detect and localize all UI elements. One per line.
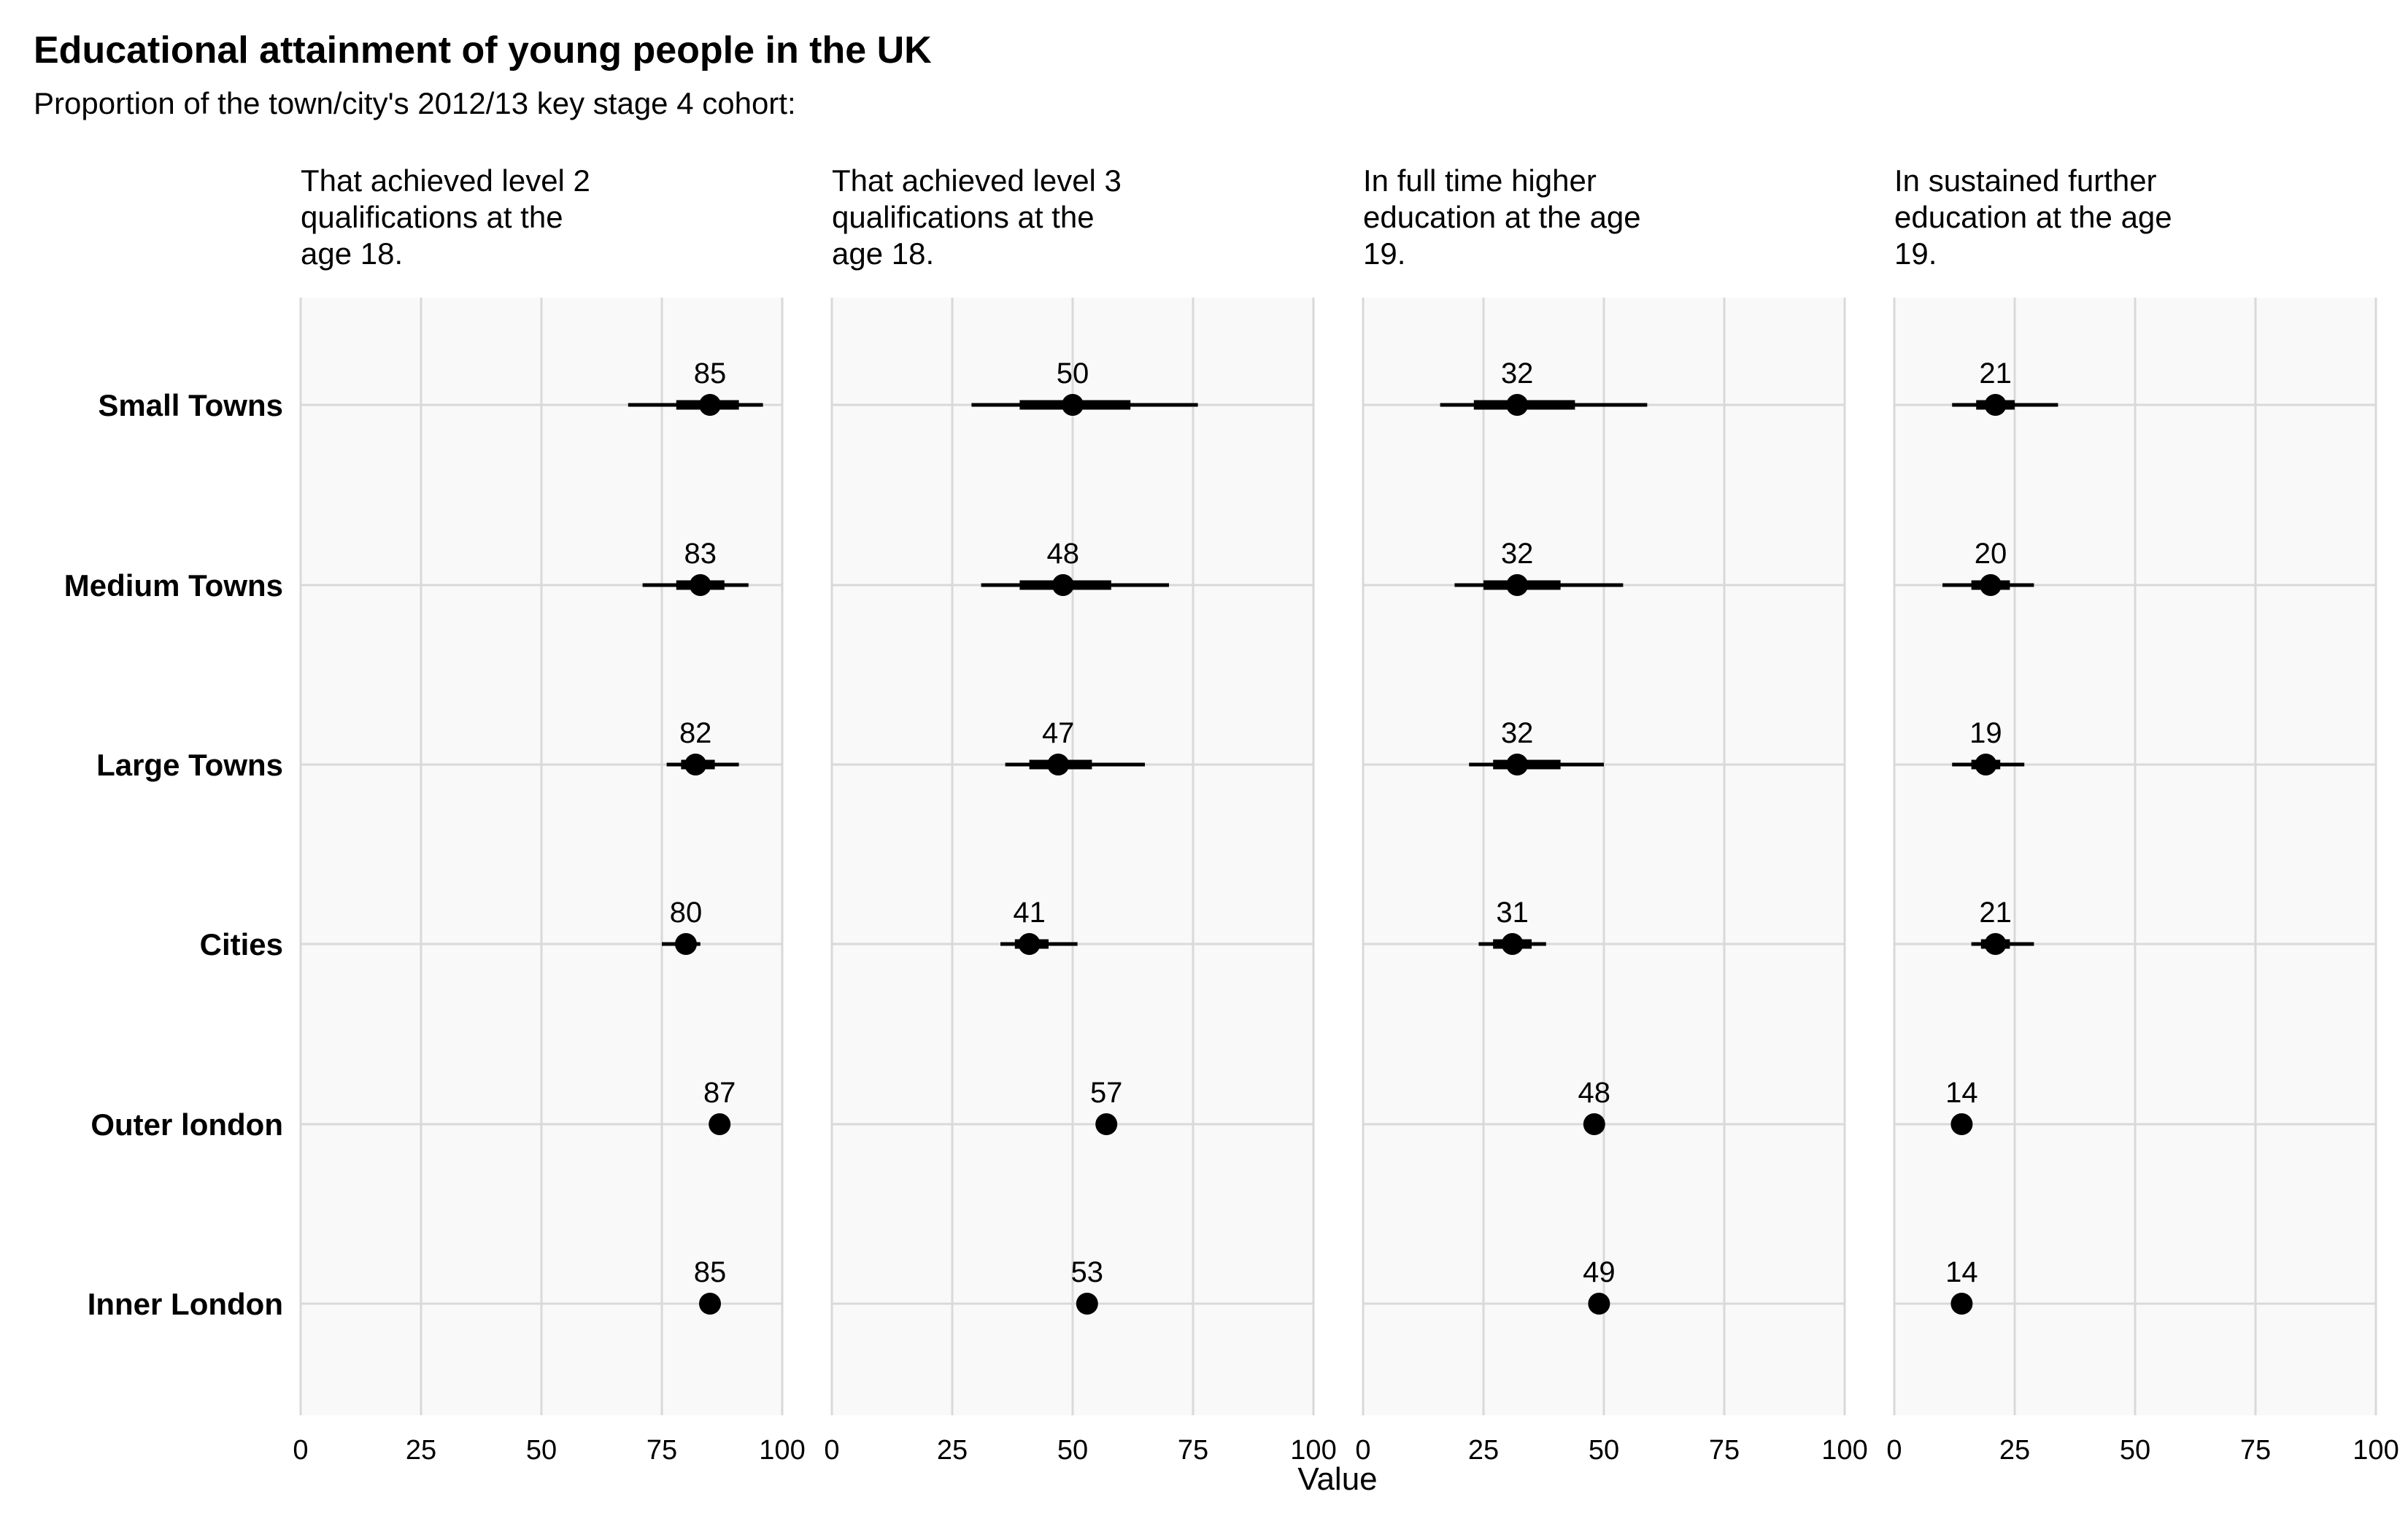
x-tick-label: 25	[1999, 1435, 2030, 1466]
data-label: 41	[1013, 897, 1046, 929]
data-point	[1980, 574, 2002, 596]
data-point	[1950, 1113, 1973, 1135]
data-point	[699, 394, 721, 416]
data-point	[689, 574, 711, 596]
x-tick-label: 50	[1057, 1435, 1088, 1466]
data-label: 20	[1975, 538, 2007, 570]
data-label: 83	[684, 538, 717, 570]
row-label: Large Towns	[96, 748, 283, 782]
facet-title-line: age 18.	[301, 236, 403, 271]
x-tick-label: 0	[824, 1435, 839, 1466]
data-label: 49	[1583, 1256, 1616, 1288]
x-tick-label: 25	[937, 1435, 968, 1466]
x-tick-label: 0	[1355, 1435, 1370, 1466]
data-point	[1975, 754, 1997, 775]
data-point	[1051, 574, 1074, 596]
data-label: 14	[1945, 1077, 1978, 1109]
data-point	[1506, 754, 1529, 775]
facet-panel: 0 25 50 75 100 That achieved level 3qualifica…	[824, 163, 1336, 1466]
data-label: 53	[1071, 1256, 1104, 1288]
data-point	[699, 1293, 721, 1315]
x-tick-label: 75	[647, 1435, 677, 1466]
row-label: Small Towns	[98, 388, 283, 422]
x-tick-label: 25	[1468, 1435, 1499, 1466]
data-label: 21	[1979, 357, 2012, 390]
data-label: 48	[1578, 1077, 1611, 1109]
chart-subtitle: Proportion of the town/city's 2012/13 ke…	[34, 86, 796, 120]
row-label: Outer london	[90, 1107, 283, 1142]
row-labels: Small Towns Medium Towns Large Towns Cities…	[64, 388, 283, 1321]
x-tick-label: 75	[2240, 1435, 2271, 1466]
x-tick-label: 50	[1589, 1435, 1619, 1466]
x-tick-label: 100	[2353, 1435, 2399, 1466]
data-label: 32	[1501, 538, 1534, 570]
facet-panel: 0 25 50 75 100 In sustained furthereducation …	[1886, 163, 2399, 1466]
x-tick-label: 50	[2120, 1435, 2150, 1466]
data-point	[1984, 933, 2007, 955]
x-tick-label: 25	[406, 1435, 436, 1466]
data-point	[1950, 1293, 1973, 1315]
data-point	[1095, 1113, 1118, 1135]
facet-panel: 0 25 50 75 100 That achieved level 2qualifica…	[293, 163, 805, 1466]
data-point	[1583, 1113, 1605, 1135]
data-point	[1018, 933, 1041, 955]
x-tick-label: 75	[1709, 1435, 1740, 1466]
facet-title-line: 19.	[1894, 236, 1937, 271]
data-label: 87	[703, 1077, 736, 1109]
row-label: Medium Towns	[64, 568, 283, 603]
facet-title-line: That achieved level 3	[832, 163, 1122, 198]
data-label: 80	[670, 897, 703, 929]
facet-title-line: education at the age	[1363, 200, 1641, 234]
data-point	[1076, 1293, 1098, 1315]
data-label: 82	[679, 717, 712, 749]
facet-title-line: qualifications at the	[301, 200, 563, 234]
row-label: Cities	[200, 927, 283, 962]
facet-title-line: 19.	[1363, 236, 1405, 271]
facet-title-line: In sustained further	[1894, 163, 2157, 198]
data-label: 32	[1501, 357, 1534, 390]
data-label: 21	[1979, 897, 2012, 929]
data-label: 32	[1501, 717, 1534, 749]
data-point	[1984, 394, 2007, 416]
data-label: 31	[1496, 897, 1529, 929]
data-label: 57	[1090, 1077, 1123, 1109]
x-tick-label: 100	[1290, 1435, 1336, 1466]
facet-title-line: age 18.	[832, 236, 934, 271]
x-tick-label: 0	[1886, 1435, 1902, 1466]
x-tick-label: 75	[1178, 1435, 1208, 1466]
data-label: 19	[1969, 717, 2002, 749]
data-point	[1062, 394, 1084, 416]
data-point	[675, 933, 697, 955]
data-label: 14	[1945, 1256, 1978, 1288]
data-point	[1501, 933, 1524, 955]
x-tick-label: 100	[759, 1435, 805, 1466]
x-tick-label: 100	[1821, 1435, 1867, 1466]
x-axis-title: Value	[1297, 1461, 1377, 1497]
data-point	[1506, 574, 1529, 596]
data-label: 48	[1047, 538, 1080, 570]
facet-title-line: qualifications at the	[832, 200, 1095, 234]
facet-title-line: That achieved level 2	[301, 163, 590, 198]
data-label: 47	[1042, 717, 1075, 749]
data-label: 85	[694, 1256, 727, 1288]
x-tick-label: 50	[526, 1435, 557, 1466]
row-label: Inner London	[88, 1287, 283, 1321]
data-point	[1588, 1293, 1610, 1315]
facet-title-line: In full time higher	[1363, 163, 1597, 198]
x-tick-label: 0	[293, 1435, 308, 1466]
data-label: 50	[1057, 357, 1089, 390]
data-point	[709, 1113, 731, 1135]
data-point	[684, 754, 707, 775]
data-label: 85	[694, 357, 727, 390]
data-point	[1506, 394, 1529, 416]
chart-title: Educational attainment of young people i…	[34, 29, 932, 71]
facet-title-line: education at the age	[1894, 200, 2172, 234]
data-point	[1047, 754, 1070, 775]
